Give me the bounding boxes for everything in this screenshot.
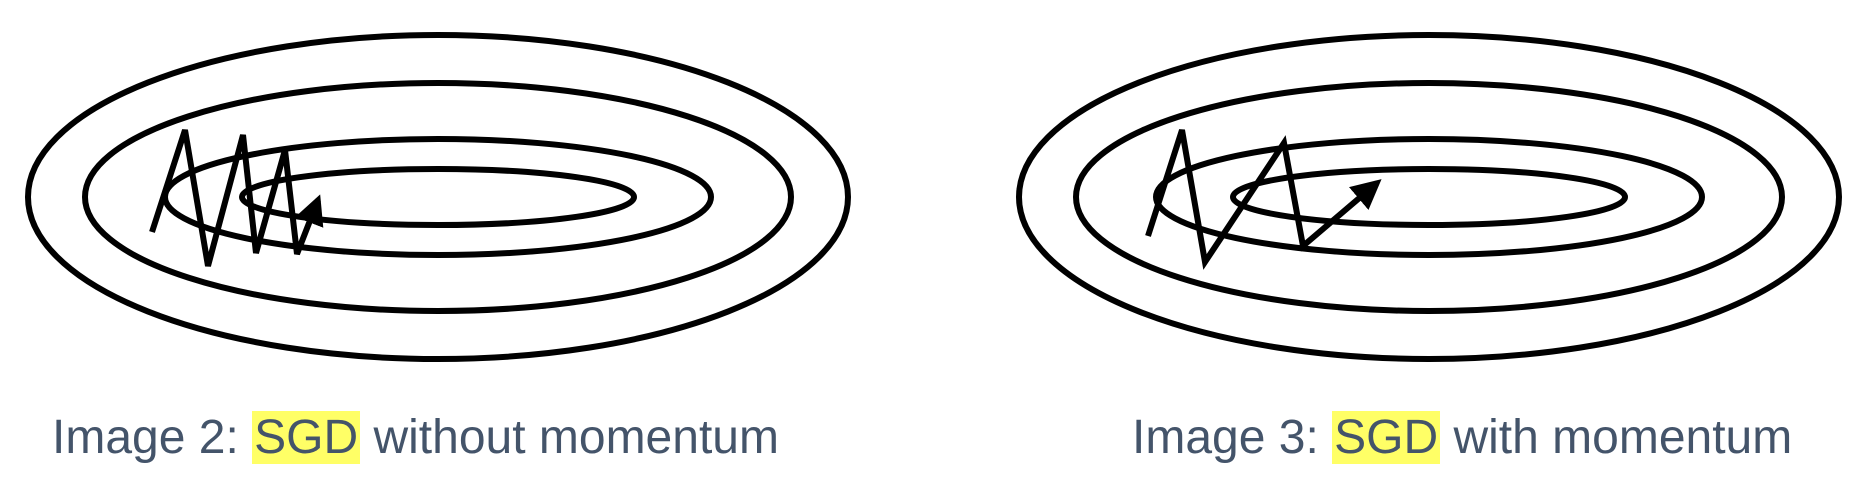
caption-suffix: without momentum [360,411,779,464]
contour-ellipses-left [25,32,851,362]
caption-highlight: SGD [1332,411,1441,464]
zigzag-path-without-momentum [149,129,324,267]
contour-outer [25,32,851,362]
panel-without-momentum [25,32,851,362]
smooth-path-with-momentum [1145,129,1382,270]
contour-inner [1153,136,1705,258]
caption-without-momentum: Image 2: SGD without momentum [52,408,779,468]
contour-outer [1016,32,1842,362]
contour-ellipses-right [1016,32,1842,362]
panel-with-momentum [1016,32,1842,362]
contour-center [239,166,637,228]
caption-with-momentum: Image 3: SGD with momentum [1132,408,1792,468]
caption-prefix: Image 2: [52,411,253,464]
caption-highlight: SGD [252,411,361,464]
contour-center [1230,166,1628,228]
caption-prefix: Image 3: [1132,411,1333,464]
contour-middle [82,80,794,314]
caption-suffix: with momentum [1440,411,1793,464]
contour-middle [1073,80,1785,314]
